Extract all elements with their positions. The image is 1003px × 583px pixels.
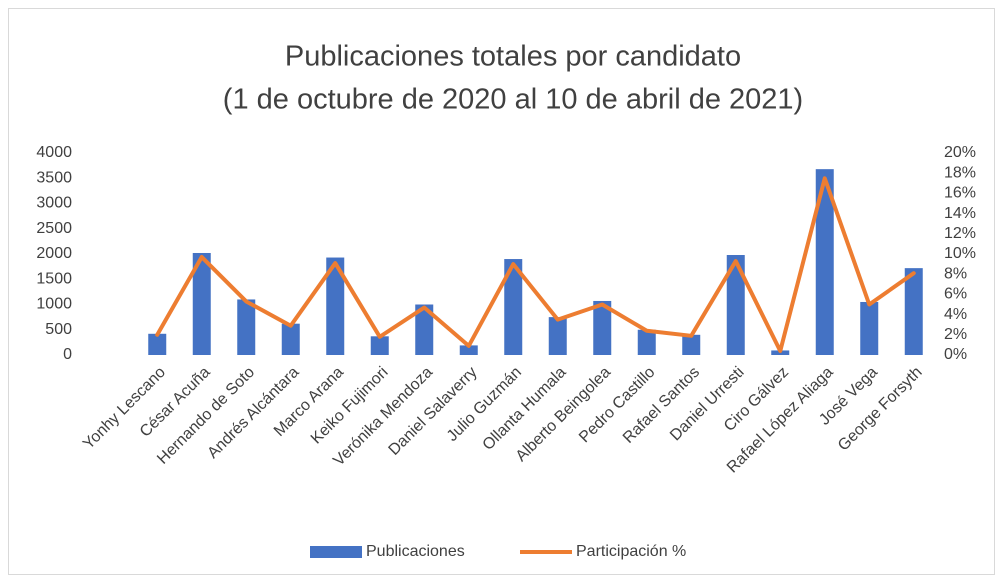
- y-tick-label: 4000: [36, 144, 72, 161]
- bar: [370, 336, 389, 355]
- bar: [726, 255, 745, 355]
- legend-label: Publicaciones: [366, 543, 465, 560]
- y-tick-label: 2500: [36, 220, 72, 237]
- y-tick-label: 0: [63, 346, 72, 363]
- bar: [637, 329, 656, 355]
- legend-swatch: [310, 546, 362, 558]
- bar: [504, 259, 523, 355]
- line: [155, 176, 916, 353]
- legend-label: Participación %: [576, 543, 686, 560]
- chart-subtitle: (1 de octubre de 2020 al 10 de abril de …: [223, 84, 803, 116]
- bar: [548, 317, 567, 355]
- y-tick-label: 3500: [36, 169, 72, 186]
- y2-tick-label: 8%: [944, 265, 967, 282]
- y-tick-label: 3000: [36, 195, 72, 212]
- y-tick-label: 2000: [36, 245, 72, 262]
- bar: [682, 334, 701, 355]
- y2-tick-label: 18%: [944, 164, 976, 181]
- y2-tick-label: 12%: [944, 225, 976, 242]
- y2-tick-label: 14%: [944, 205, 976, 222]
- bar: [459, 345, 478, 355]
- y2-tick-label: 6%: [944, 286, 967, 303]
- bar: [860, 301, 879, 355]
- y2-tick-label: 16%: [944, 185, 976, 202]
- bar: [904, 268, 923, 355]
- bar: [415, 304, 434, 355]
- y2-tick-label: 4%: [944, 306, 967, 323]
- y-tick-label: 500: [45, 321, 72, 338]
- y2-tick-label: 0%: [944, 346, 967, 363]
- y-tick-label: 1500: [36, 270, 72, 287]
- bar: [593, 300, 612, 355]
- bar: [281, 323, 300, 355]
- y-tick-label: 1000: [36, 296, 72, 313]
- y2-tick-label: 2%: [944, 326, 967, 343]
- bar: [192, 252, 211, 355]
- y2-tick-label: 10%: [944, 245, 976, 262]
- bar: [148, 333, 167, 355]
- bar: [237, 299, 256, 355]
- chart-title: Publicaciones totales por candidato: [285, 41, 741, 73]
- bar: [326, 257, 345, 355]
- bar: [815, 169, 834, 355]
- y2-tick-label: 20%: [944, 144, 976, 161]
